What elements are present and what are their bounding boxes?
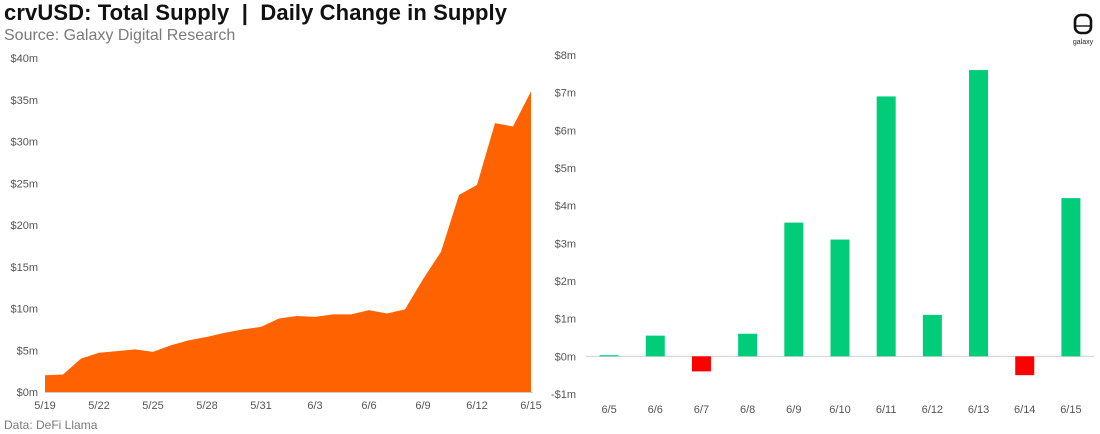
bar-6/10 (830, 239, 850, 357)
chart-subtitle: Source: Galaxy Digital Research (4, 27, 236, 44)
x-tick-label: 6/12 (922, 404, 943, 416)
x-tick-label: 6/13 (968, 404, 989, 416)
y-tick-label: $35m (10, 95, 38, 107)
bar-6/14 (1015, 356, 1035, 376)
y-tick-label: $5m (17, 345, 38, 357)
y-tick-label: $7m (555, 88, 576, 100)
bar-6/7 (691, 356, 711, 372)
bar-6/9 (784, 222, 804, 357)
bar-6/12 (922, 314, 942, 357)
x-tick-label: 6/11 (876, 404, 897, 416)
bar-6/8 (738, 333, 758, 357)
galaxy-logo: galaxy (1066, 12, 1100, 52)
y-tick-label: $0m (555, 351, 576, 363)
y-tick-label: $5m (555, 163, 576, 175)
y-tick-label: $20m (10, 220, 38, 232)
bar-6/13 (969, 70, 989, 357)
x-tick-label: 6/15 (1060, 404, 1081, 416)
galaxy-logo-text: galaxy (1072, 39, 1094, 46)
x-tick-label: 6/3 (307, 400, 322, 412)
x-tick-label: 6/6 (648, 404, 663, 416)
y-tick-label: -$1m (551, 389, 576, 401)
x-tick-label: 6/12 (466, 400, 487, 412)
x-tick-label: 6/9 (786, 404, 801, 416)
x-tick-label: 6/10 (829, 404, 850, 416)
y-tick-label: $10m (10, 304, 38, 316)
y-tick-label: $8m (555, 50, 576, 62)
chart-title: crvUSD: Total Supply | Daily Change in S… (4, 0, 508, 25)
x-tick-label: 5/28 (196, 400, 217, 412)
daily-change-bar-chart: -$1m $0m $1m $2m $3m $4m $5m $6m $7m $8m 6/5 6/6 6/7… (551, 50, 1094, 416)
total-supply-area-chart: $0m $5m $10m $15m $20m $25m $30m $35m $40m 5/19 5/… (10, 53, 541, 412)
y-tick-label: $3m (555, 238, 576, 250)
x-tick-label: 6/9 (415, 400, 430, 412)
y-tick-label: $40m (10, 53, 38, 65)
y-tick-label: $0m (17, 387, 38, 399)
x-tick-label: 5/25 (142, 400, 163, 412)
x-tick-label: 6/8 (740, 404, 755, 416)
bar-6/6 (645, 335, 665, 357)
x-tick-label: 5/22 (88, 400, 109, 412)
data-source-footer: Data: DeFi Llama (4, 418, 98, 432)
x-tick-label: 6/6 (361, 400, 376, 412)
y-tick-label: $25m (10, 178, 38, 190)
y-tick-label: $4m (555, 201, 576, 213)
y-tick-label: $1m (555, 314, 576, 326)
galaxy-logo-icon (1073, 13, 1093, 35)
y-tick-label: $6m (555, 125, 576, 137)
total-supply-area (45, 91, 531, 393)
x-tick-label: 6/7 (694, 404, 709, 416)
x-tick-label: 6/15 (520, 400, 541, 412)
bar-6/11 (876, 96, 896, 357)
x-tick-label: 6/5 (601, 404, 616, 416)
x-tick-label: 6/14 (1014, 404, 1035, 416)
y-tick-label: $2m (555, 276, 576, 288)
bar-6/5 (599, 355, 619, 357)
y-tick-label: $30m (10, 137, 38, 149)
y-tick-label: $15m (10, 262, 38, 274)
bar-6/15 (1061, 198, 1081, 357)
x-tick-label: 5/31 (250, 400, 271, 412)
x-tick-label: 5/19 (34, 400, 55, 412)
